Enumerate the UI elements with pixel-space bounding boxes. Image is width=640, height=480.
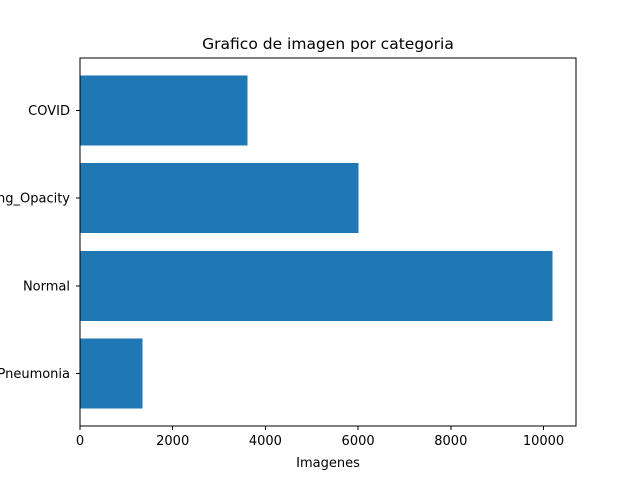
x-axis-ticks: 0 2000 4000 6000 8000 10000 <box>76 426 564 449</box>
bar-normal <box>80 250 553 321</box>
x-axis-label: Imagenes <box>296 456 360 471</box>
bar-viral-pneumonia <box>80 338 143 409</box>
x-tick-label: 8000 <box>434 434 467 449</box>
chart-title: Grafico de imagen por categoria <box>202 35 454 53</box>
x-tick-label: 2000 <box>156 434 189 449</box>
x-tick-label: 10000 <box>523 434 564 449</box>
y-axis-ticks: COVID Lung_Opacity Normal Viral Pneumonia <box>0 104 80 382</box>
y-tick-label: Normal <box>23 279 70 294</box>
bar-covid <box>80 75 248 146</box>
plot-frame <box>79 57 577 427</box>
x-tick-label: 4000 <box>249 434 282 449</box>
x-tick-label: 0 <box>76 434 84 449</box>
bars-group <box>80 75 553 409</box>
y-tick-label: Viral Pneumonia <box>0 367 70 382</box>
y-tick-label: COVID <box>28 104 70 119</box>
x-tick-label: 6000 <box>342 434 375 449</box>
bar-lung-opacity <box>80 163 359 234</box>
y-tick-label: Lung_Opacity <box>0 192 70 207</box>
